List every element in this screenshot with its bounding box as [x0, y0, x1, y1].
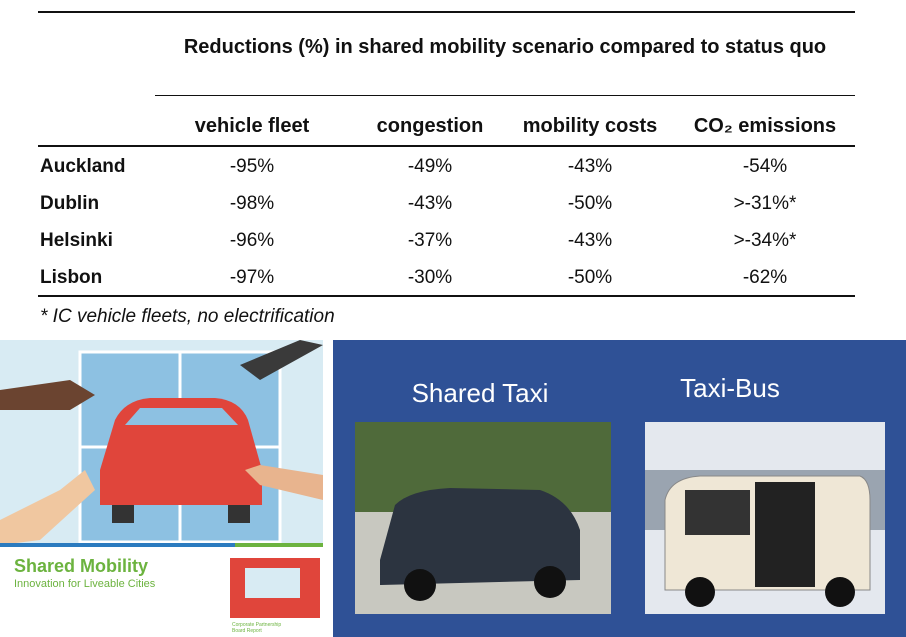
cell: -54%	[742, 156, 788, 177]
car	[380, 488, 580, 585]
cell: -97%	[229, 267, 275, 288]
right-panel	[333, 340, 906, 637]
row-label: Auckland	[40, 156, 126, 177]
car-window	[125, 408, 238, 425]
column-header: vehicle fleet	[194, 115, 310, 137]
rule	[155, 95, 855, 96]
hand	[240, 340, 323, 380]
panel-label: Taxi-Bus	[680, 373, 780, 403]
wheel	[534, 566, 566, 598]
column-header: mobility costs	[522, 115, 658, 137]
cell: -43%	[567, 230, 613, 251]
cell: -96%	[229, 230, 275, 251]
hand	[0, 380, 95, 410]
cell: -37%	[407, 230, 453, 251]
row-label: Helsinki	[40, 230, 113, 251]
footnote: * IC vehicle fleets, no electrification	[40, 306, 335, 327]
stripe	[235, 543, 323, 547]
hand	[0, 470, 95, 545]
cell: -98%	[229, 193, 275, 214]
rule	[38, 295, 855, 297]
wheel	[685, 577, 715, 607]
cell: -43%	[407, 193, 453, 214]
row-label: Lisbon	[40, 267, 103, 288]
left-panel	[0, 340, 323, 637]
wheel	[228, 505, 250, 523]
bus-door	[755, 482, 815, 587]
cell: -30%	[407, 267, 453, 288]
wheel	[112, 505, 134, 523]
row-label: Dublin	[40, 193, 100, 214]
stripe	[0, 543, 235, 547]
column-header: congestion	[376, 115, 484, 137]
wheel	[825, 577, 855, 607]
cell: >-31%*	[733, 193, 797, 214]
cover-title: Shared Mobility	[14, 556, 149, 576]
cell: >-34%*	[733, 230, 797, 251]
cell: -95%	[229, 156, 275, 177]
cell: -50%	[567, 267, 613, 288]
hand	[245, 465, 323, 500]
rule	[38, 11, 855, 13]
cell: -43%	[567, 156, 613, 177]
rule	[38, 145, 855, 147]
wheel	[404, 569, 436, 601]
column-header: CO₂ emissions	[693, 115, 837, 137]
thumbnail	[245, 568, 300, 598]
cell: -62%	[742, 267, 788, 288]
table-title: Reductions (%) in shared mobility scenar…	[183, 36, 827, 58]
cover-small-print: Corporate Partnership Board Report	[232, 622, 282, 634]
cell: -50%	[567, 193, 613, 214]
cell: -49%	[407, 156, 453, 177]
cover-subtitle: Innovation for Liveable Cities	[14, 578, 156, 590]
bus-window	[685, 490, 750, 535]
panel-label: Shared Taxi	[411, 378, 549, 408]
